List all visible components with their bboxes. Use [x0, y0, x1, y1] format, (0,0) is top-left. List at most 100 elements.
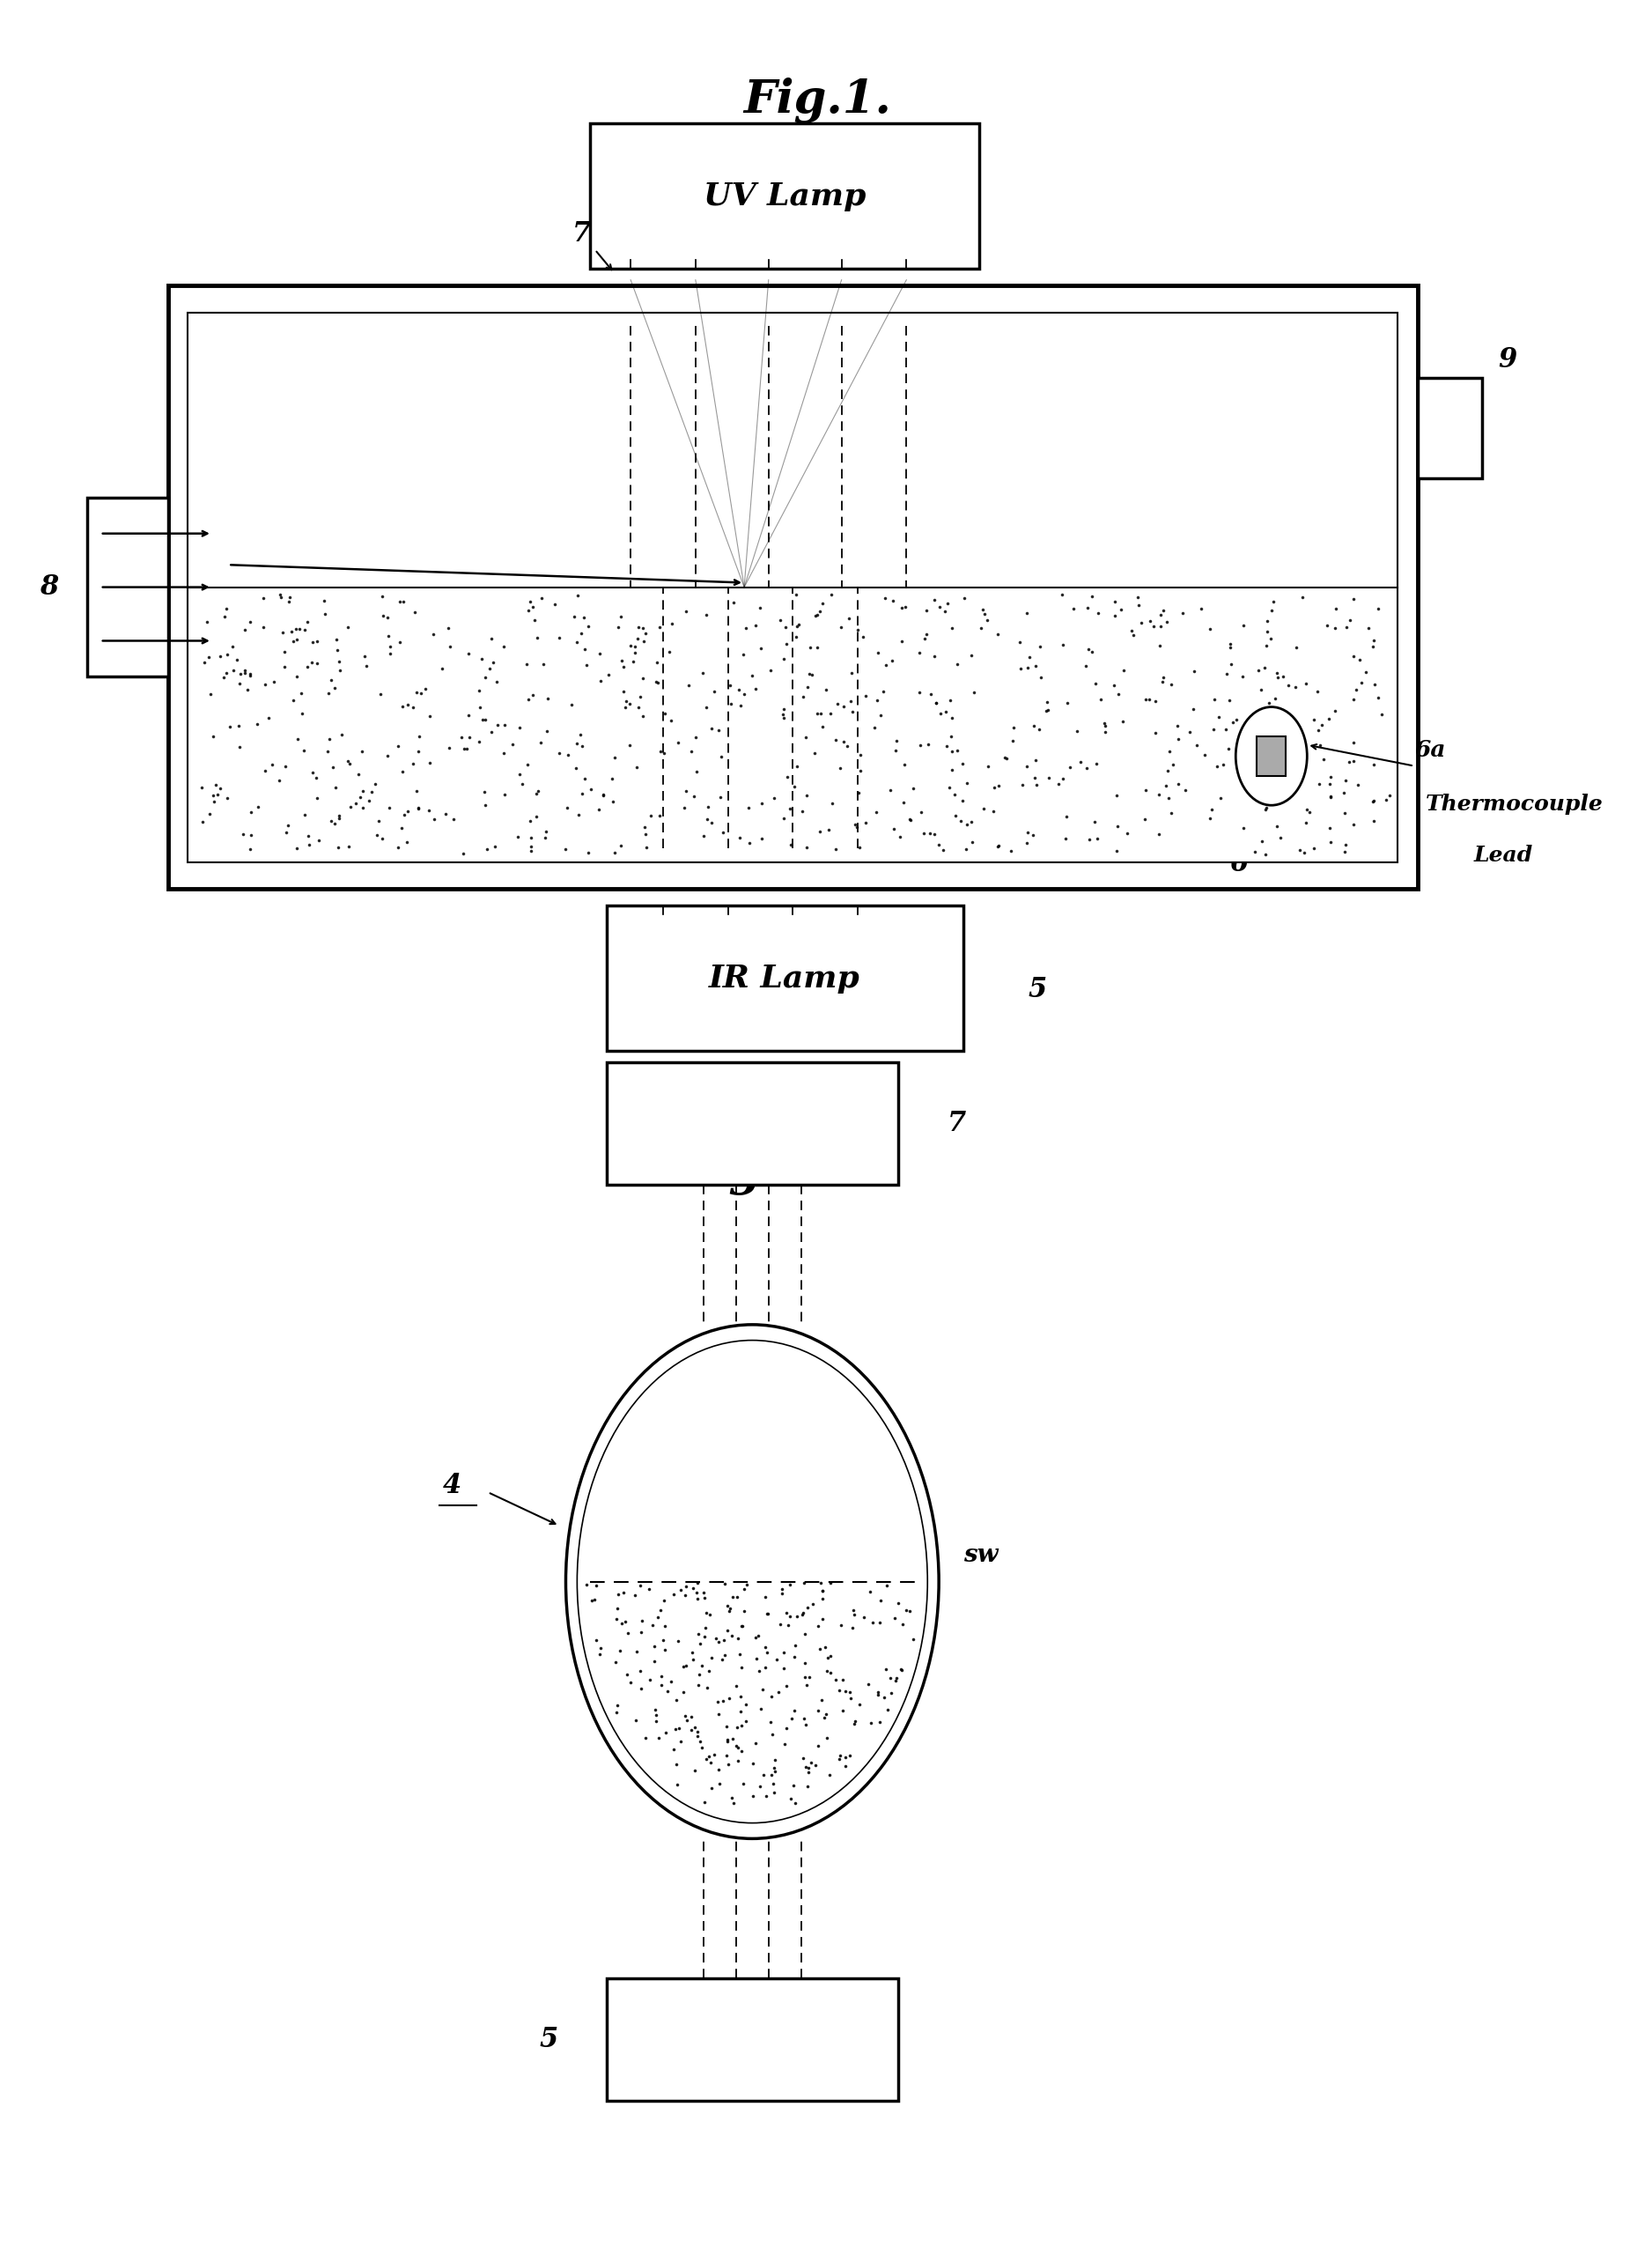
Point	[325, 800, 352, 836]
Point	[1308, 708, 1335, 744]
Point	[783, 618, 809, 654]
Point	[525, 773, 552, 809]
Point	[923, 685, 950, 721]
Point	[725, 1620, 752, 1656]
Point	[220, 652, 246, 688]
Point	[753, 1595, 780, 1631]
Point	[261, 663, 287, 699]
Point	[472, 658, 499, 694]
Point	[367, 676, 393, 712]
Point	[322, 768, 349, 804]
Point	[864, 1676, 890, 1712]
Point	[699, 1640, 725, 1676]
Point	[1158, 795, 1184, 831]
Point	[890, 784, 917, 820]
Point	[667, 1723, 694, 1759]
Point	[294, 604, 320, 640]
Point	[776, 1566, 803, 1602]
Point	[1341, 724, 1368, 759]
Point	[337, 746, 363, 782]
Point	[1292, 665, 1318, 701]
Point	[1341, 580, 1368, 616]
Point	[1294, 791, 1320, 827]
Point	[509, 766, 535, 802]
Point	[705, 712, 732, 748]
Point	[737, 825, 763, 861]
Point	[586, 636, 613, 672]
Point	[715, 1593, 742, 1629]
Point	[861, 710, 887, 746]
Point	[319, 661, 345, 697]
Point	[793, 1667, 819, 1703]
Point	[206, 771, 233, 807]
Point	[686, 1616, 712, 1652]
Point	[889, 1652, 915, 1687]
Point	[732, 1593, 758, 1629]
Point	[937, 771, 963, 807]
Point	[629, 661, 656, 697]
Point	[1142, 715, 1168, 750]
Point	[403, 674, 430, 710]
Point	[202, 784, 228, 820]
Point	[879, 1674, 905, 1710]
Point	[1110, 652, 1137, 688]
Point	[900, 771, 927, 807]
Point	[529, 580, 555, 616]
Point	[610, 674, 636, 710]
Point	[814, 811, 841, 847]
Point	[629, 1602, 656, 1638]
Text: Thermocouple: Thermocouple	[1426, 793, 1602, 813]
Point	[268, 580, 294, 616]
Point	[582, 1582, 608, 1618]
Point	[1307, 728, 1333, 764]
Point	[413, 672, 439, 708]
Point	[927, 589, 953, 625]
Point	[781, 1638, 808, 1674]
Point	[740, 1746, 767, 1782]
Point	[320, 670, 347, 706]
Text: 2: 2	[231, 333, 251, 360]
Point	[213, 591, 240, 627]
Point	[691, 1618, 717, 1654]
Point	[933, 728, 960, 764]
Point	[747, 589, 773, 625]
Point	[253, 753, 279, 789]
Point	[679, 1643, 705, 1679]
Point	[1252, 836, 1279, 872]
Point	[1054, 685, 1080, 721]
Point	[296, 827, 322, 863]
Point	[613, 1656, 639, 1692]
Point	[375, 791, 401, 827]
Point	[251, 665, 278, 701]
Point	[801, 1746, 828, 1782]
Point	[477, 715, 504, 750]
Point	[1092, 708, 1118, 744]
Point	[677, 1699, 704, 1735]
Point	[730, 1766, 757, 1802]
Point	[881, 811, 907, 847]
Point	[742, 1620, 768, 1656]
Point	[469, 640, 496, 676]
Point	[697, 1771, 724, 1807]
Point	[852, 679, 879, 715]
Point	[572, 600, 598, 636]
Point	[1021, 759, 1047, 795]
Point	[656, 634, 682, 670]
Point	[466, 690, 492, 726]
Point	[1216, 683, 1242, 719]
Point	[236, 658, 263, 694]
Point	[1267, 820, 1294, 856]
Point	[456, 719, 482, 755]
Point	[1333, 762, 1360, 798]
Point	[324, 622, 350, 658]
Point	[1052, 820, 1079, 856]
Point	[793, 1708, 819, 1744]
Point	[1317, 780, 1343, 816]
Point	[720, 584, 747, 620]
Point	[1317, 809, 1343, 845]
Point	[598, 762, 624, 798]
Point	[938, 753, 965, 789]
Point	[1092, 715, 1118, 750]
Point	[1282, 670, 1308, 706]
Point	[430, 652, 456, 688]
